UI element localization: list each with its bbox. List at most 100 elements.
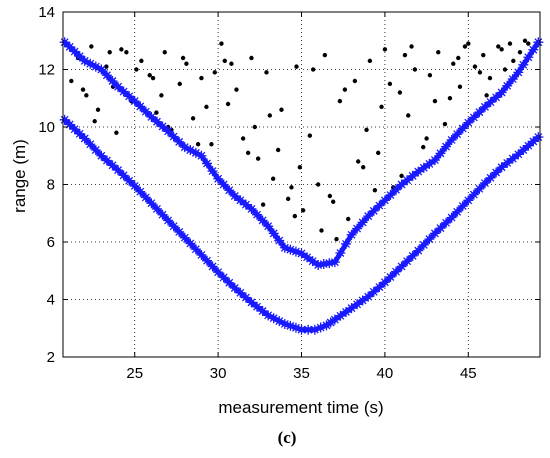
star-marker bbox=[201, 158, 212, 169]
scatter-point bbox=[249, 55, 254, 61]
star-marker bbox=[518, 145, 529, 155]
scatter-point bbox=[499, 47, 504, 52]
scatter-point bbox=[310, 67, 316, 72]
star-marker bbox=[363, 211, 374, 222]
star-marker bbox=[101, 155, 112, 166]
scatter-point bbox=[289, 185, 294, 190]
star-marker bbox=[446, 134, 457, 145]
scatter-point bbox=[356, 159, 361, 164]
scatter-point bbox=[84, 93, 89, 98]
star-marker bbox=[229, 191, 240, 201]
scatter-point bbox=[104, 64, 109, 69]
star-marker bbox=[224, 277, 235, 288]
star-marker bbox=[140, 192, 151, 203]
star-marker bbox=[96, 64, 107, 75]
scatter-point bbox=[361, 165, 366, 170]
star-marker bbox=[257, 215, 268, 226]
star-marker bbox=[418, 239, 429, 250]
star-marker bbox=[151, 116, 162, 127]
scatter-point bbox=[279, 107, 284, 112]
scatter-point bbox=[397, 90, 403, 95]
star-marker bbox=[523, 140, 534, 151]
star-marker bbox=[346, 303, 357, 314]
scatter-point bbox=[264, 70, 269, 75]
scatter-point bbox=[477, 70, 483, 75]
star-marker bbox=[218, 272, 229, 283]
star-marker bbox=[463, 117, 474, 128]
scatter-point bbox=[154, 110, 159, 115]
star-marker bbox=[157, 121, 168, 132]
star-marker bbox=[179, 232, 190, 243]
scatter-point bbox=[462, 44, 468, 49]
star-marker bbox=[321, 320, 332, 331]
scatter-point bbox=[240, 136, 246, 141]
star-marker bbox=[418, 162, 429, 173]
star-marker bbox=[318, 259, 329, 270]
y-tick-label: 10 bbox=[38, 119, 55, 136]
star-marker bbox=[157, 209, 168, 220]
scatter-point bbox=[484, 93, 489, 98]
star-marker bbox=[528, 136, 539, 147]
star-marker bbox=[457, 201, 468, 212]
star-marker bbox=[168, 131, 179, 142]
star-marker bbox=[379, 277, 390, 288]
x-tick-label: 25 bbox=[126, 365, 143, 382]
axes-frame bbox=[62, 11, 541, 358]
star-marker bbox=[268, 313, 279, 324]
star-marker bbox=[413, 245, 424, 256]
star-marker bbox=[85, 139, 96, 150]
star-marker bbox=[224, 185, 235, 196]
star-marker bbox=[502, 157, 513, 168]
scatter-point bbox=[367, 58, 373, 64]
star-marker bbox=[146, 111, 157, 122]
star-marker bbox=[340, 238, 351, 249]
star-marker bbox=[491, 167, 502, 178]
scatter-point bbox=[424, 136, 429, 141]
star-marker bbox=[429, 228, 440, 239]
scatter-point bbox=[481, 52, 486, 58]
star-marker bbox=[502, 80, 513, 91]
star-marker bbox=[74, 128, 85, 139]
y-tick-label: 4 bbox=[47, 292, 55, 309]
scatter-point bbox=[204, 104, 209, 110]
star-marker bbox=[129, 180, 140, 191]
scatter-point bbox=[502, 67, 508, 72]
x-tick-label: 45 bbox=[460, 365, 477, 382]
scatter-point bbox=[372, 188, 378, 193]
scatter-point bbox=[496, 44, 501, 49]
star-marker bbox=[174, 136, 185, 147]
scatter-point bbox=[436, 50, 441, 55]
scatter-point bbox=[92, 119, 97, 124]
scatter-point bbox=[442, 121, 448, 127]
star-marker bbox=[79, 55, 90, 66]
star-marker bbox=[246, 297, 257, 308]
data-marks bbox=[59, 37, 544, 335]
star-marker bbox=[357, 217, 368, 228]
scatter-point bbox=[89, 44, 94, 49]
star-marker bbox=[303, 324, 314, 335]
star-marker bbox=[274, 316, 285, 327]
star-marker bbox=[118, 170, 129, 181]
scatter-point bbox=[267, 113, 273, 118]
scatter-point bbox=[412, 67, 418, 72]
scatter-point bbox=[402, 52, 408, 58]
star-marker bbox=[391, 184, 402, 195]
star-marker bbox=[457, 123, 468, 134]
scatter-point bbox=[107, 50, 112, 55]
scatter-point bbox=[234, 87, 239, 92]
star-marker bbox=[435, 148, 446, 159]
star-marker bbox=[118, 86, 129, 97]
star-marker bbox=[190, 244, 201, 255]
star-marker bbox=[329, 257, 340, 268]
star-marker bbox=[59, 37, 70, 48]
scatter-point bbox=[409, 44, 414, 49]
star-marker bbox=[296, 248, 307, 259]
scatter-point bbox=[255, 156, 261, 161]
star-marker bbox=[101, 70, 112, 81]
scatter-point bbox=[139, 58, 144, 64]
star-marker bbox=[452, 129, 463, 140]
x-tick-label: 35 bbox=[293, 365, 310, 382]
star-marker bbox=[518, 59, 529, 70]
star-marker bbox=[151, 203, 162, 214]
star-marker bbox=[285, 244, 296, 255]
